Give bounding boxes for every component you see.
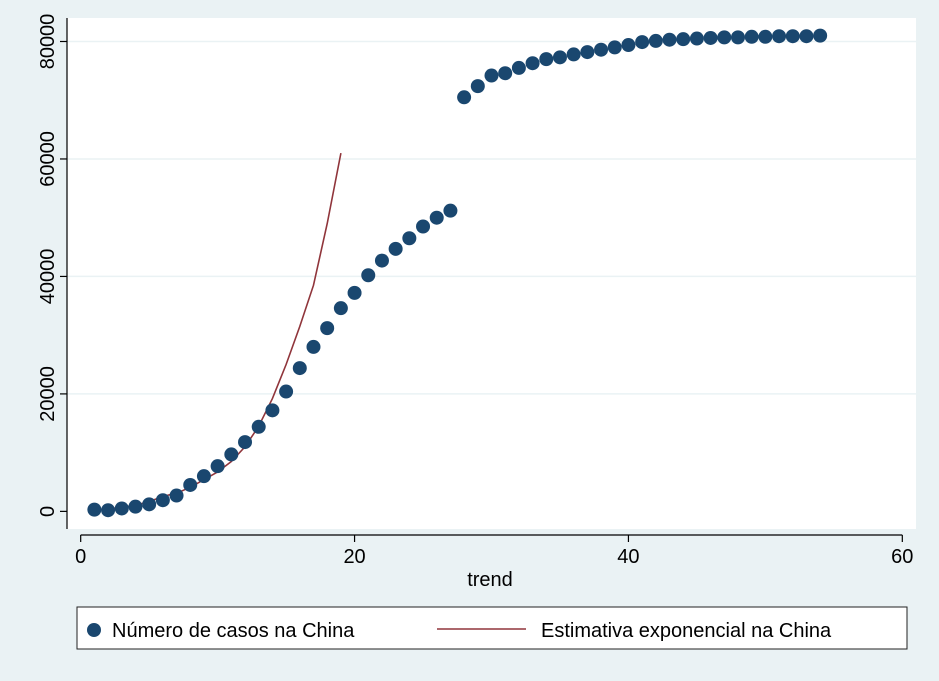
legend-label-line: Estimativa exponencial na China bbox=[541, 620, 832, 642]
data-point bbox=[306, 339, 321, 354]
legend-label-points: Número de casos na China bbox=[112, 620, 355, 642]
data-point bbox=[402, 231, 417, 246]
data-point bbox=[785, 29, 800, 44]
legend-box bbox=[76, 606, 908, 650]
data-point bbox=[183, 477, 198, 492]
data-point bbox=[114, 501, 129, 516]
x-tick-label: 40 bbox=[617, 546, 639, 568]
data-point bbox=[498, 66, 513, 81]
data-point bbox=[648, 33, 663, 48]
point-layer bbox=[87, 28, 828, 518]
data-point bbox=[224, 447, 239, 462]
data-point bbox=[607, 40, 622, 55]
data-point bbox=[730, 30, 745, 45]
data-point bbox=[388, 241, 403, 256]
data-point bbox=[128, 499, 143, 514]
x-tick-label: 0 bbox=[75, 546, 86, 568]
data-point bbox=[265, 403, 280, 418]
y-tick-label: 0 bbox=[37, 506, 59, 517]
plot-area bbox=[67, 18, 916, 529]
data-point bbox=[374, 253, 389, 268]
data-point bbox=[635, 35, 650, 50]
legend-marker-points bbox=[87, 623, 101, 637]
data-point bbox=[539, 52, 554, 67]
data-point bbox=[552, 50, 567, 65]
data-point bbox=[142, 497, 157, 512]
data-point bbox=[525, 56, 540, 71]
data-point bbox=[676, 32, 691, 47]
legend: Número de casos na China Estimativa expo… bbox=[76, 606, 908, 650]
data-point bbox=[320, 321, 335, 336]
data-point bbox=[416, 219, 431, 234]
data-point bbox=[470, 79, 485, 94]
data-point bbox=[87, 502, 102, 517]
x-tick-label: 60 bbox=[891, 546, 913, 568]
data-point bbox=[292, 361, 307, 376]
data-point bbox=[580, 45, 595, 60]
data-point bbox=[813, 28, 828, 43]
data-point bbox=[566, 47, 581, 62]
data-point bbox=[717, 30, 732, 45]
data-point bbox=[101, 503, 116, 518]
data-point bbox=[279, 384, 294, 399]
x-tick-label: 20 bbox=[343, 546, 365, 568]
data-point bbox=[621, 38, 636, 53]
data-point bbox=[511, 60, 526, 75]
data-point bbox=[429, 210, 444, 225]
y-tick-label: 40000 bbox=[37, 249, 59, 305]
data-point bbox=[210, 459, 225, 474]
data-point bbox=[799, 29, 814, 44]
y-tick-label: 80000 bbox=[37, 14, 59, 70]
data-point bbox=[251, 419, 266, 434]
data-point bbox=[155, 493, 170, 508]
data-point bbox=[169, 488, 184, 503]
data-point bbox=[361, 268, 376, 283]
data-point bbox=[758, 29, 773, 44]
axes: 0 20000 40000 60000 80000 0 20 40 60 bbox=[37, 14, 913, 568]
data-point bbox=[238, 435, 253, 450]
data-point bbox=[689, 31, 704, 46]
data-point bbox=[333, 301, 348, 316]
data-point bbox=[662, 32, 677, 47]
x-axis-title: trend bbox=[467, 569, 513, 591]
y-tick-label: 60000 bbox=[37, 131, 59, 187]
data-point bbox=[744, 29, 759, 44]
data-point bbox=[772, 29, 787, 44]
data-point bbox=[457, 90, 472, 105]
data-point bbox=[196, 469, 211, 484]
data-point bbox=[594, 42, 609, 57]
data-point bbox=[443, 203, 458, 218]
data-point bbox=[703, 30, 718, 45]
data-point bbox=[484, 68, 499, 83]
y-tick-label: 20000 bbox=[37, 366, 59, 422]
data-point bbox=[347, 285, 362, 300]
